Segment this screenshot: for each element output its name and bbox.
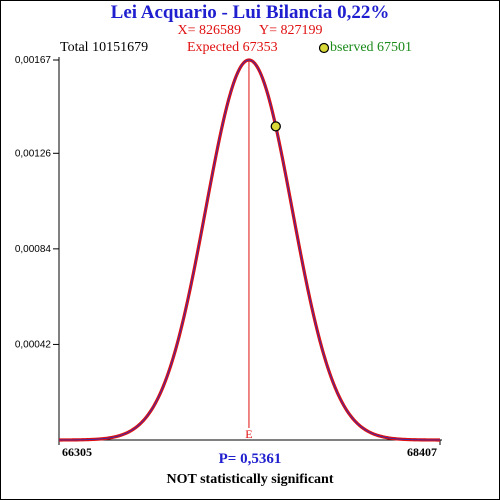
x-tick-label: 68407 [407, 445, 437, 459]
x-count-label: X= 826589 [177, 23, 241, 38]
y-tick-label: 0,00126 [15, 148, 52, 159]
xy-counts: X= 826589 Y= 827199 [0, 23, 500, 39]
density-curve-core [59, 59, 440, 441]
observed-marker-icon [318, 42, 330, 54]
observed-point [270, 121, 281, 132]
total-label: Total 10151679 [60, 40, 149, 55]
y-tick-label: 0,00084 [15, 244, 52, 255]
y-count-label: Y= 827199 [259, 23, 323, 38]
expected-label: Expected 67353 [187, 40, 278, 55]
significance-verdict: NOT statistically significant [166, 472, 334, 487]
y-tick-label: 0,00167 [15, 55, 52, 66]
p-value: P= 0,5361 [218, 451, 282, 467]
density-curve [58, 58, 441, 442]
x-tick-label: 66305 [62, 445, 92, 459]
chart-title: Lei Acquario - Lui Bilancia 0,22% [110, 2, 390, 23]
expected-line-label: E [245, 427, 252, 441]
observed-label: bserved 67501 [330, 40, 413, 55]
y-tick-label: 0,00042 [15, 339, 52, 350]
